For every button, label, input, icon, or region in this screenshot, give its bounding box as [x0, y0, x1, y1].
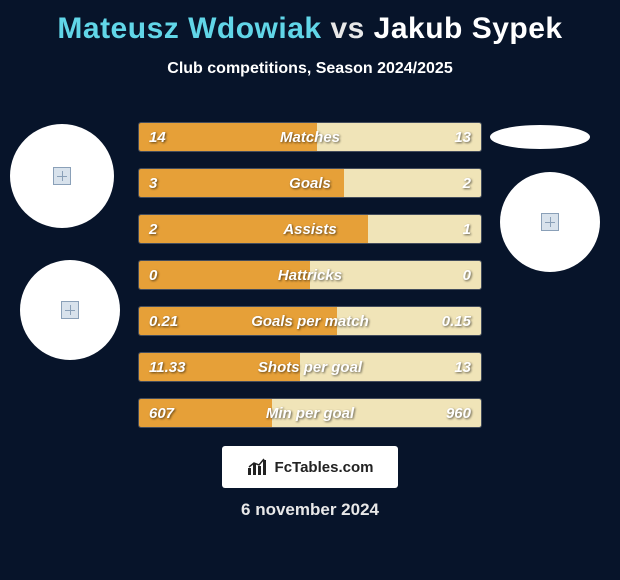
image-placeholder-icon: [61, 301, 79, 319]
stat-value-right: 13: [454, 353, 471, 382]
stat-row: 0Hattricks0: [138, 260, 482, 290]
stat-value-right: 1: [463, 215, 471, 244]
stat-row: 607Min per goal960: [138, 398, 482, 428]
stat-label: Hattricks: [139, 261, 481, 290]
player1-name: Mateusz Wdowiak: [57, 12, 321, 45]
logo-box: FcTables.com: [222, 446, 398, 488]
stat-row: 11.33Shots per goal13: [138, 352, 482, 382]
stat-row: 14Matches13: [138, 122, 482, 152]
stat-value-right: 13: [454, 123, 471, 152]
player2-name: Jakub Sypek: [374, 12, 563, 45]
subtitle: Club competitions, Season 2024/2025: [0, 60, 620, 78]
stat-label: Goals: [139, 169, 481, 198]
stat-value-right: 2: [463, 169, 471, 198]
decor-circle-top-left: [10, 124, 114, 228]
stat-row: 3Goals2: [138, 168, 482, 198]
stat-label: Min per goal: [139, 399, 481, 428]
image-placeholder-icon: [53, 167, 71, 185]
vs-text: vs: [330, 12, 364, 45]
decor-ellipse: [490, 125, 590, 149]
stat-value-right: 0: [463, 261, 471, 290]
stat-value-right: 0.15: [442, 307, 471, 336]
stat-label: Goals per match: [139, 307, 481, 336]
stat-label: Shots per goal: [139, 353, 481, 382]
stat-label: Matches: [139, 123, 481, 152]
bars-icon: [247, 458, 269, 476]
stat-row: 0.21Goals per match0.15: [138, 306, 482, 336]
logo-text: FcTables.com: [275, 459, 374, 476]
stat-value-right: 960: [446, 399, 471, 428]
decor-circle-bottom-left: [20, 260, 120, 360]
date-text: 6 november 2024: [0, 500, 620, 520]
stat-label: Assists: [139, 215, 481, 244]
stat-rows: 14Matches133Goals22Assists10Hattricks00.…: [138, 122, 482, 444]
image-placeholder-icon: [541, 213, 559, 231]
stat-row: 2Assists1: [138, 214, 482, 244]
page-title: Mateusz Wdowiak vs Jakub Sypek: [0, 0, 620, 46]
decor-circle-right: [500, 172, 600, 272]
